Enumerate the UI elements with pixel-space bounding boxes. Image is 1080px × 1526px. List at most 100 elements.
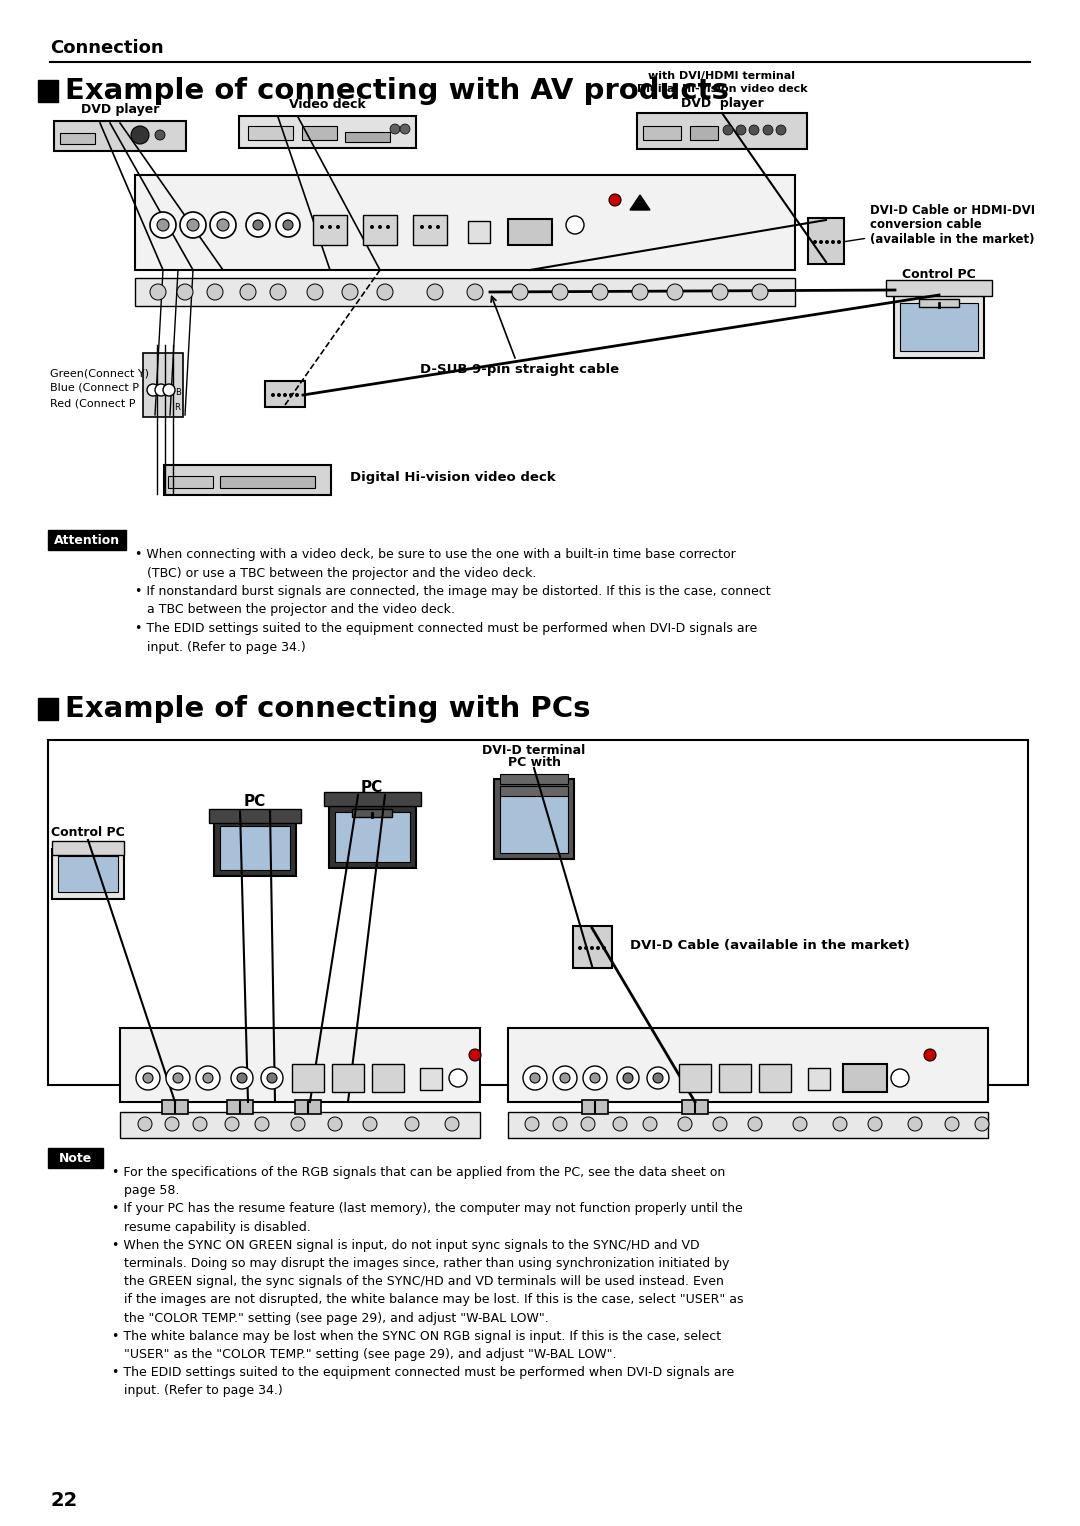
Circle shape [136,1067,160,1090]
FancyBboxPatch shape [164,465,330,494]
Circle shape [523,1067,546,1090]
Circle shape [405,1117,419,1131]
Circle shape [177,284,193,301]
Circle shape [643,1117,657,1131]
Circle shape [193,1117,207,1131]
FancyBboxPatch shape [239,116,416,148]
Text: R: R [174,403,180,412]
FancyBboxPatch shape [808,1068,831,1090]
Circle shape [261,1067,283,1090]
Text: Connection: Connection [50,40,164,56]
FancyBboxPatch shape [420,1068,442,1090]
Text: DVD  player: DVD player [680,96,764,110]
Circle shape [552,284,568,301]
Bar [48,1148,103,1167]
Circle shape [908,1117,922,1131]
Circle shape [328,224,332,229]
Circle shape [231,1067,253,1090]
FancyBboxPatch shape [120,1029,480,1102]
FancyBboxPatch shape [508,1029,988,1102]
Circle shape [217,220,229,230]
Circle shape [924,1048,936,1061]
Circle shape [240,284,256,301]
FancyBboxPatch shape [227,1100,253,1114]
Circle shape [320,224,324,229]
FancyBboxPatch shape [265,382,305,407]
FancyBboxPatch shape [679,1064,711,1093]
Circle shape [363,1117,377,1131]
Circle shape [592,284,608,301]
Text: Control PC: Control PC [902,269,976,281]
Circle shape [180,212,206,238]
Circle shape [723,125,733,134]
Circle shape [291,1117,305,1131]
FancyBboxPatch shape [162,1100,188,1114]
FancyBboxPatch shape [135,278,795,307]
FancyBboxPatch shape [52,848,124,899]
Text: 22: 22 [50,1491,78,1509]
Circle shape [590,1073,600,1083]
FancyBboxPatch shape [48,740,1028,1085]
Bar [38,79,58,102]
FancyBboxPatch shape [508,220,552,246]
Circle shape [750,125,759,134]
Circle shape [307,284,323,301]
Circle shape [165,1117,179,1131]
FancyBboxPatch shape [500,774,568,784]
FancyBboxPatch shape [690,127,718,140]
Circle shape [271,394,275,397]
FancyBboxPatch shape [295,1100,321,1114]
FancyBboxPatch shape [886,279,993,296]
Circle shape [163,385,175,397]
FancyBboxPatch shape [52,841,124,855]
FancyBboxPatch shape [494,778,573,859]
FancyBboxPatch shape [681,1100,708,1114]
Text: Video deck: Video deck [288,98,365,110]
Text: Digital Hi-vision video deck: Digital Hi-vision video deck [637,84,808,95]
FancyBboxPatch shape [135,175,795,270]
Circle shape [653,1073,663,1083]
Circle shape [283,220,293,230]
Circle shape [752,284,768,301]
Text: Example of connecting with PCs: Example of connecting with PCs [65,694,591,723]
Circle shape [207,284,222,301]
Circle shape [748,1117,762,1131]
FancyBboxPatch shape [324,792,421,806]
Circle shape [945,1117,959,1131]
FancyBboxPatch shape [372,1064,404,1093]
FancyBboxPatch shape [120,1112,480,1138]
FancyBboxPatch shape [58,856,118,893]
Circle shape [436,224,440,229]
Text: DVI-D Cable or HDMI-DVI
conversion cable
(available in the market): DVI-D Cable or HDMI-DVI conversion cable… [845,203,1035,247]
Circle shape [157,220,168,230]
FancyBboxPatch shape [843,1064,887,1093]
Text: Green(Connect Y): Green(Connect Y) [50,368,149,378]
FancyBboxPatch shape [60,133,95,143]
Circle shape [602,946,606,951]
Circle shape [276,394,281,397]
Circle shape [713,1117,727,1131]
FancyBboxPatch shape [329,806,416,868]
Text: Red (Connect P: Red (Connect P [50,398,135,407]
Text: Blue (Connect P: Blue (Connect P [50,383,139,394]
FancyBboxPatch shape [413,215,447,246]
Text: D-SUB 9-pin straight cable: D-SUB 9-pin straight cable [420,296,619,377]
Text: PC: PC [361,780,383,795]
Circle shape [609,194,621,206]
Circle shape [590,946,594,951]
Bar [48,530,126,549]
Circle shape [647,1067,669,1090]
Circle shape [891,1070,909,1087]
Circle shape [270,284,286,301]
FancyBboxPatch shape [900,304,978,351]
Circle shape [276,214,300,237]
FancyBboxPatch shape [582,1100,608,1114]
Circle shape [289,394,293,397]
Circle shape [530,1073,540,1083]
Circle shape [386,224,390,229]
Circle shape [237,1073,247,1083]
Circle shape [525,1117,539,1131]
Text: DVI-D Cable (available in the market): DVI-D Cable (available in the market) [630,940,909,952]
FancyBboxPatch shape [143,353,183,417]
Text: Attention: Attention [54,534,120,546]
